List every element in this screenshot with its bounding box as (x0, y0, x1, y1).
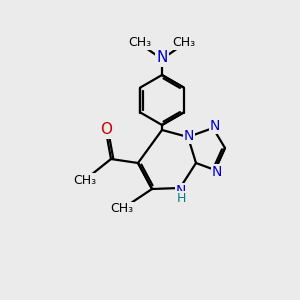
Text: H: H (176, 191, 186, 205)
Text: CH₃: CH₃ (110, 202, 134, 215)
Text: CH₃: CH₃ (74, 173, 97, 187)
Text: N: N (156, 50, 168, 65)
Text: O: O (100, 122, 112, 137)
Text: N: N (176, 184, 186, 198)
Text: CH₃: CH₃ (172, 35, 196, 49)
Text: N: N (184, 129, 194, 143)
Text: N: N (210, 119, 220, 133)
Text: N: N (212, 165, 222, 179)
Text: CH₃: CH₃ (128, 35, 152, 49)
